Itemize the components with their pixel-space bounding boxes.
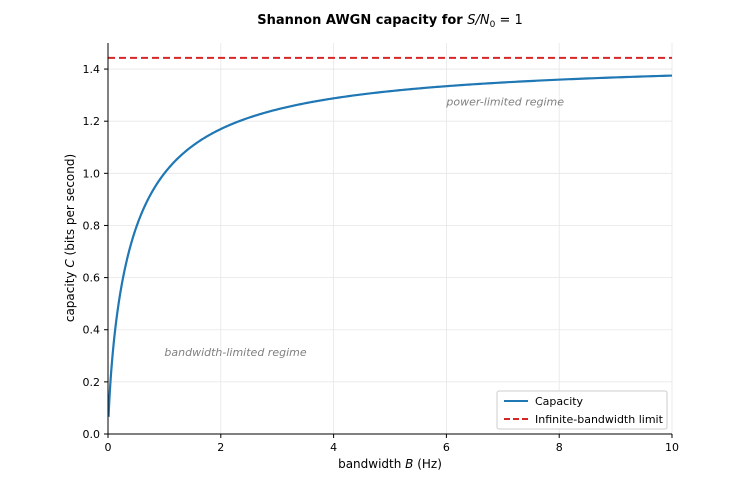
series-layer bbox=[107, 56, 673, 418]
y-tick-label: 0.4 bbox=[83, 324, 101, 337]
axes bbox=[107, 43, 672, 435]
y-axis-label: capacity C (bits per second) bbox=[63, 154, 77, 322]
annotation: power-limited regime bbox=[445, 96, 564, 109]
x-tick-label: 10 bbox=[665, 441, 679, 454]
y-tick-label: 0.6 bbox=[83, 272, 101, 285]
annotations: power-limited regime bandwidth-limited re… bbox=[164, 96, 564, 359]
y-tick-label: 0.2 bbox=[83, 376, 101, 389]
x-axis-label: bandwidth B (Hz) bbox=[338, 457, 442, 471]
y-tick-label: 1.4 bbox=[83, 63, 101, 76]
y-tick-label: 0.8 bbox=[83, 219, 101, 232]
y-tick-label: 1.2 bbox=[83, 115, 101, 128]
x-tick-label: 6 bbox=[443, 441, 450, 454]
legend-box bbox=[496, 390, 668, 430]
x-tick-label: 0 bbox=[105, 441, 112, 454]
series-capacity-line bbox=[107, 74, 673, 418]
legend: Capacity Infinite-bandwidth limit bbox=[496, 390, 668, 430]
chart-title: Shannon AWGN capacity for S/N0 = 1 bbox=[257, 13, 523, 30]
x-tick-label: 8 bbox=[556, 441, 563, 454]
x-tick-label: 2 bbox=[217, 441, 224, 454]
annotation: bandwidth-limited regime bbox=[164, 346, 306, 359]
y-tick-label: 0.0 bbox=[83, 428, 101, 441]
legend-label-capacity: Capacity bbox=[535, 395, 584, 408]
y-tick-label: 1.0 bbox=[83, 167, 101, 180]
legend-label-limit: Infinite-bandwidth limit bbox=[535, 413, 664, 426]
ticks: 0 2 4 6 8 10 0.0 0.2 0.4 0.6 0.8 1.0 1.2 1.4 bbox=[83, 63, 680, 454]
grid bbox=[107, 43, 673, 435]
x-tick-label: 4 bbox=[330, 441, 337, 454]
